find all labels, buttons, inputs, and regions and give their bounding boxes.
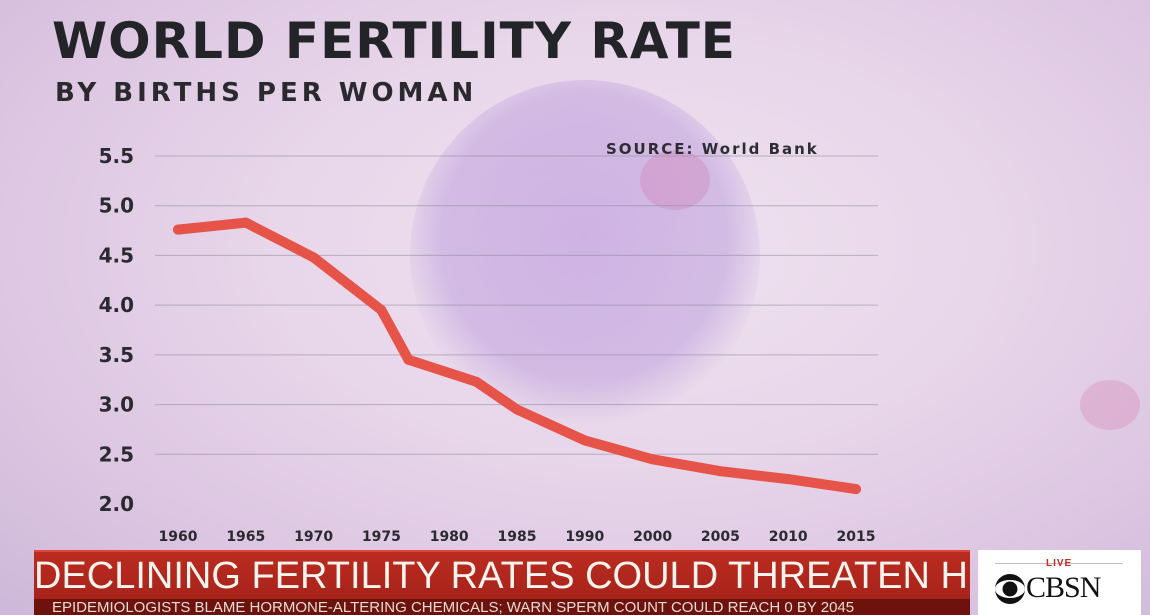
y-tick-label: 4.0 xyxy=(99,293,134,317)
data-point xyxy=(173,224,183,235)
data-point xyxy=(579,435,590,446)
data-points xyxy=(173,217,861,495)
chart-title: WORLD FERTILITY RATE xyxy=(52,12,736,70)
headline-ticker: DECLINING FERTILITY RATES COULD THREATEN… xyxy=(34,550,970,601)
chart-source: SOURCE: World Bank xyxy=(606,140,819,158)
y-tick-label: 4.5 xyxy=(99,243,134,267)
data-point xyxy=(647,454,658,465)
y-tick-label: 2.5 xyxy=(99,442,134,466)
y-tick-label: 2.0 xyxy=(99,492,134,516)
network-name: CBSN xyxy=(1026,571,1101,604)
background-spot xyxy=(1080,380,1140,430)
chart-subtitle: BY BIRTHS PER WOMAN xyxy=(55,78,478,108)
x-tick-label: 1985 xyxy=(498,529,537,545)
data-point xyxy=(851,484,861,495)
data-point xyxy=(308,252,319,263)
x-axis-ticks: 1960 1965 1970 1975 1980 1985 1990 2000 2005 2010… xyxy=(159,529,876,545)
live-label: LIVE xyxy=(1046,558,1073,569)
data-point xyxy=(376,305,387,316)
y-tick-label: 5.0 xyxy=(99,194,134,218)
y-tick-label: 3.0 xyxy=(99,393,134,417)
background-spot xyxy=(640,150,710,210)
x-tick-label: 1975 xyxy=(362,529,401,545)
y-axis-ticks: 5.5 5.0 4.5 4.0 3.5 3.0 2.5 2.0 xyxy=(99,144,134,516)
data-point xyxy=(240,217,251,228)
live-divider xyxy=(995,563,1123,564)
data-point xyxy=(512,404,522,415)
x-tick-label: 2015 xyxy=(837,529,876,545)
grid-lines xyxy=(155,155,878,455)
x-tick-label: 1970 xyxy=(294,529,333,545)
y-tick-label: 3.5 xyxy=(99,343,134,367)
data-point xyxy=(471,376,482,387)
x-tick-label: 1980 xyxy=(430,529,469,545)
data-point xyxy=(715,466,726,477)
x-tick-label: 1960 xyxy=(159,529,198,545)
x-tick-label: 2010 xyxy=(769,529,808,545)
fertility-series-line xyxy=(173,217,861,495)
cbs-eye-icon xyxy=(995,574,1025,604)
x-tick-label: 1990 xyxy=(565,529,604,545)
y-tick-label: 5.5 xyxy=(99,144,134,168)
data-point xyxy=(403,354,414,365)
x-tick-label: 2005 xyxy=(701,529,740,545)
news-crawl: EPIDEMIOLOGISTS BLAME HORMONE-ALTERING C… xyxy=(34,599,970,615)
x-tick-label: 1965 xyxy=(226,529,265,545)
x-tick-label: 2000 xyxy=(633,529,672,545)
data-point xyxy=(783,474,794,485)
